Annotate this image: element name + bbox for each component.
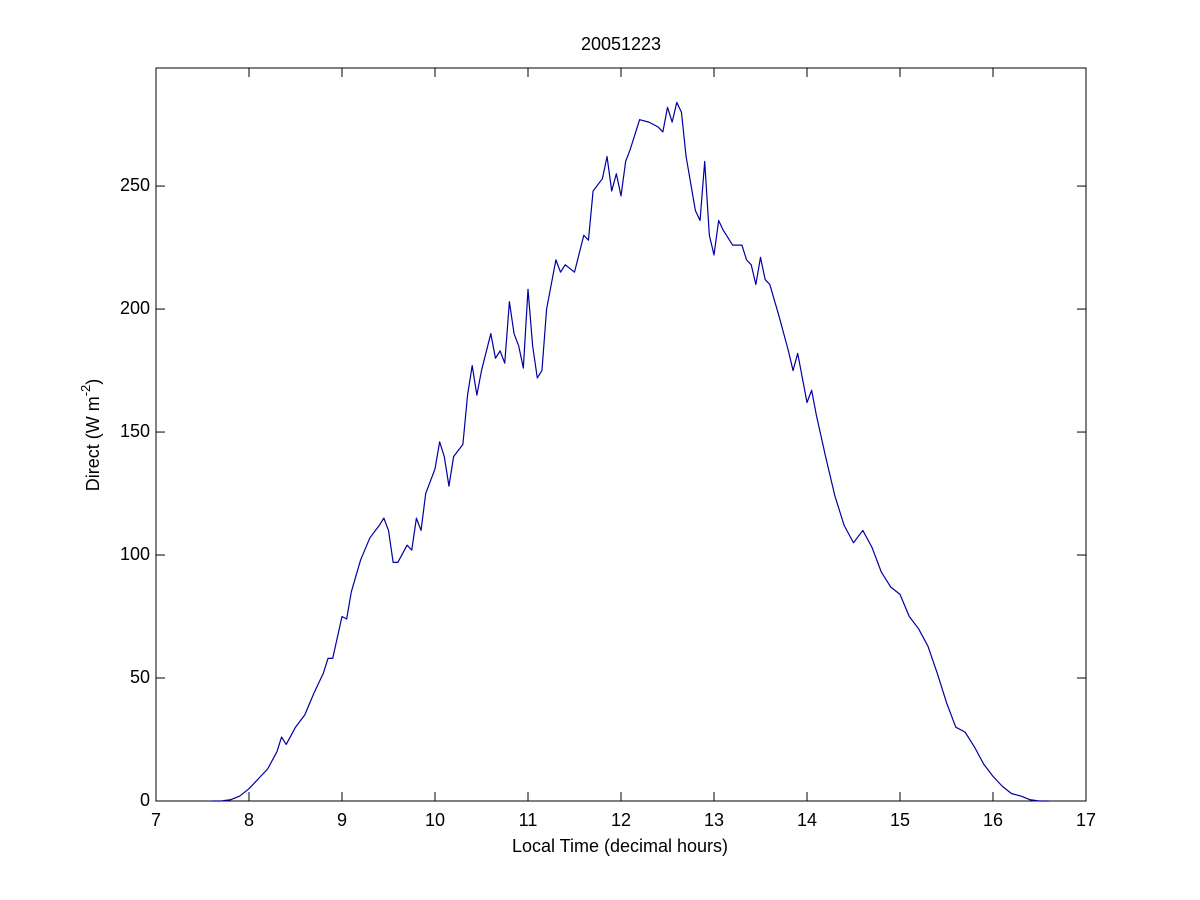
x-tick-label: 10 [425,810,445,830]
x-axis-label: Local Time (decimal hours) [512,836,728,856]
x-tick-label: 11 [519,810,538,830]
y-axis-label: Direct (W m-2) [78,379,102,492]
y-axis-label-end: ) [83,379,103,385]
y-axis-label-main: Direct (W m [83,396,103,491]
x-tick-label: 16 [983,810,1003,830]
x-tick-label: 17 [1076,810,1096,830]
axes-box [155,67,1087,802]
x-tick-label: 14 [797,810,817,830]
x-tick-label: 7 [151,810,161,830]
y-tick-label: 250 [120,175,150,195]
x-tick-label: 13 [704,810,724,830]
x-tick-label: 9 [337,810,347,830]
x-tick-label: 15 [890,810,910,830]
y-axis-label-superscript: -2 [78,385,93,397]
y-tick-label: 200 [120,298,150,318]
x-tick-label: 8 [244,810,254,830]
y-tick-label: 0 [140,790,150,810]
data-line [211,101,1049,802]
y-tick-label: 100 [120,544,150,564]
x-tick-label: 12 [611,810,631,830]
y-tick-label: 50 [130,667,150,687]
chart-title: 20051223 [581,34,661,54]
y-tick-label: 150 [120,421,150,441]
